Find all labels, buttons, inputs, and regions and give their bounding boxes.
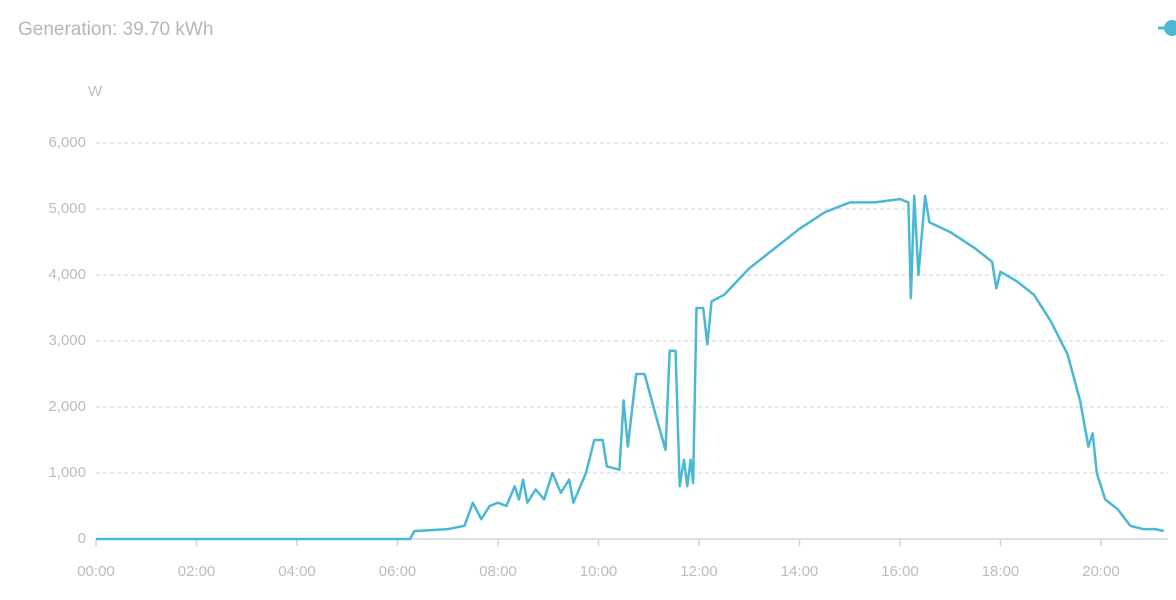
x-tick-label: 10:00 [580,563,618,580]
x-tick-label: 04:00 [278,563,316,580]
y-tick-label: 0 [78,530,86,547]
y-tick-label: 2,000 [48,398,86,415]
legend-dot [1164,20,1176,36]
x-tick-label: 06:00 [379,563,417,580]
y-tick-label: 5,000 [48,200,86,217]
x-tick-label: 02:00 [178,563,216,580]
y-axis-label: W [88,83,103,100]
x-tick-label: 14:00 [781,563,819,580]
y-tick-label: 4,000 [48,266,86,283]
x-tick-label: 20:00 [1082,563,1120,580]
x-tick-label: 00:00 [77,563,115,580]
y-tick-label: 3,000 [48,332,86,349]
x-tick-label: 08:00 [479,563,517,580]
x-tick-label: 18:00 [982,563,1020,580]
series-line [96,194,1165,541]
x-tick-label: 16:00 [881,563,919,580]
chart-title: Generation: 39.70 kWh [18,19,213,40]
x-tick-label: 12:00 [680,563,718,580]
legend-icon [1158,20,1176,36]
y-tick-label: 6,000 [48,134,86,151]
y-tick-label: 1,000 [48,464,86,481]
